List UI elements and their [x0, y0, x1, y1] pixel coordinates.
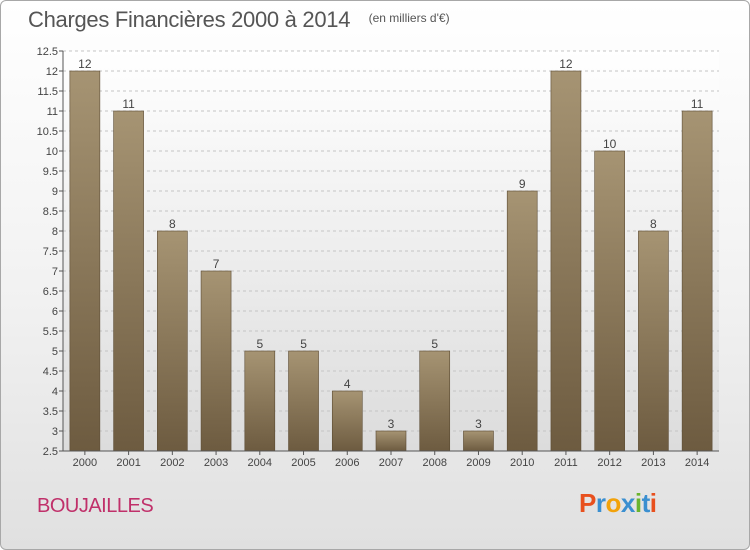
logo-letter: i [634, 488, 642, 518]
x-tick-label: 2006 [335, 457, 359, 469]
logo-letter: x [620, 488, 635, 518]
y-tick-label: 7 [52, 266, 58, 278]
x-tick-label: 2003 [204, 457, 228, 469]
bar-value-label: 8 [650, 217, 657, 231]
y-tick-label: 4 [52, 386, 58, 398]
y-tick-label: 12.5 [37, 46, 58, 58]
bar-value-label: 12 [559, 57, 573, 71]
logo-letter: t [641, 488, 651, 518]
bar-value-label: 5 [256, 337, 263, 351]
bar-value-label: 10 [603, 137, 617, 151]
bar-2008 [419, 350, 451, 452]
bar-value-label: 8 [169, 217, 176, 231]
x-tick-label: 2002 [160, 457, 184, 469]
bar-value-label: 7 [213, 257, 220, 271]
y-tick-label: 7.5 [43, 246, 58, 258]
x-tick-label: 2012 [597, 457, 621, 469]
chart-subtitle: (en milliers d'€) [368, 11, 450, 25]
y-tick-label: 2.5 [43, 446, 58, 458]
bar-value-label: 3 [388, 417, 395, 431]
title-row: Charges Financières 2000 à 2014 (en mill… [28, 7, 450, 33]
bar-value-label: 5 [431, 337, 438, 351]
bar-2001 [113, 110, 144, 452]
x-tick-label: 2013 [641, 457, 665, 469]
x-tick-label: 2011 [554, 457, 578, 469]
bar-value-label: 12 [78, 57, 92, 71]
bar-2012 [594, 150, 625, 452]
bar-2013 [638, 230, 669, 452]
place-name: BOUJAILLES [37, 495, 154, 517]
y-tick-label: 8.5 [43, 206, 58, 218]
logo-letter: o [605, 488, 621, 518]
logo-letter: P [579, 488, 596, 518]
bar-value-label: 11 [122, 97, 135, 111]
bar-2002 [157, 230, 188, 452]
y-tick-label: 11 [47, 106, 58, 118]
bar-2003 [200, 270, 232, 452]
y-tick-label: 10 [46, 146, 58, 158]
y-tick-label: 3.5 [43, 406, 58, 418]
x-tick-label: 2001 [116, 457, 140, 469]
y-tick-label: 6 [52, 306, 58, 318]
x-tick-label: 2000 [73, 457, 97, 469]
y-tick-label: 10.5 [37, 126, 58, 138]
bar-2011 [550, 70, 582, 452]
bar-2007 [375, 430, 407, 452]
y-tick-label: 9.5 [43, 166, 58, 178]
y-tick-label: 3 [52, 426, 58, 438]
bar-2010 [506, 190, 538, 452]
x-tick-label: 2007 [379, 457, 403, 469]
logo-letter: i [649, 488, 657, 518]
bar-2006 [331, 390, 363, 452]
x-tick-label: 2004 [248, 457, 272, 469]
bar-value-label: 4 [344, 377, 351, 391]
proxiti-logo[interactable]: Proxiti [579, 488, 657, 519]
bar-value-label: 3 [475, 417, 482, 431]
bar-2000 [69, 70, 101, 452]
bar-value-label: 9 [519, 177, 526, 191]
bar-2004 [244, 350, 276, 452]
bar-value-label: 11 [691, 97, 704, 111]
y-tick-label: 11.5 [37, 86, 58, 98]
x-tick-label: 2009 [466, 457, 490, 469]
y-tick-label: 12 [46, 66, 58, 78]
bar-2009 [463, 430, 494, 452]
y-tick-label: 8 [52, 226, 58, 238]
bar-2005 [288, 350, 319, 452]
x-tick-label: 2005 [291, 457, 315, 469]
bar-value-label: 5 [300, 337, 307, 351]
chart-title: Charges Financières 2000 à 2014 [28, 7, 351, 32]
y-tick-label: 5.5 [43, 326, 58, 338]
y-tick-label: 5 [52, 346, 58, 358]
y-tick-label: 9 [52, 186, 58, 198]
bar-2014 [681, 110, 713, 452]
x-tick-label: 2010 [510, 457, 534, 469]
y-tick-label: 6.5 [43, 286, 58, 298]
x-tick-label: 2008 [422, 457, 446, 469]
logo-letter: r [595, 488, 606, 518]
y-tick-label: 4.5 [43, 366, 58, 378]
x-tick-label: 2014 [685, 457, 709, 469]
